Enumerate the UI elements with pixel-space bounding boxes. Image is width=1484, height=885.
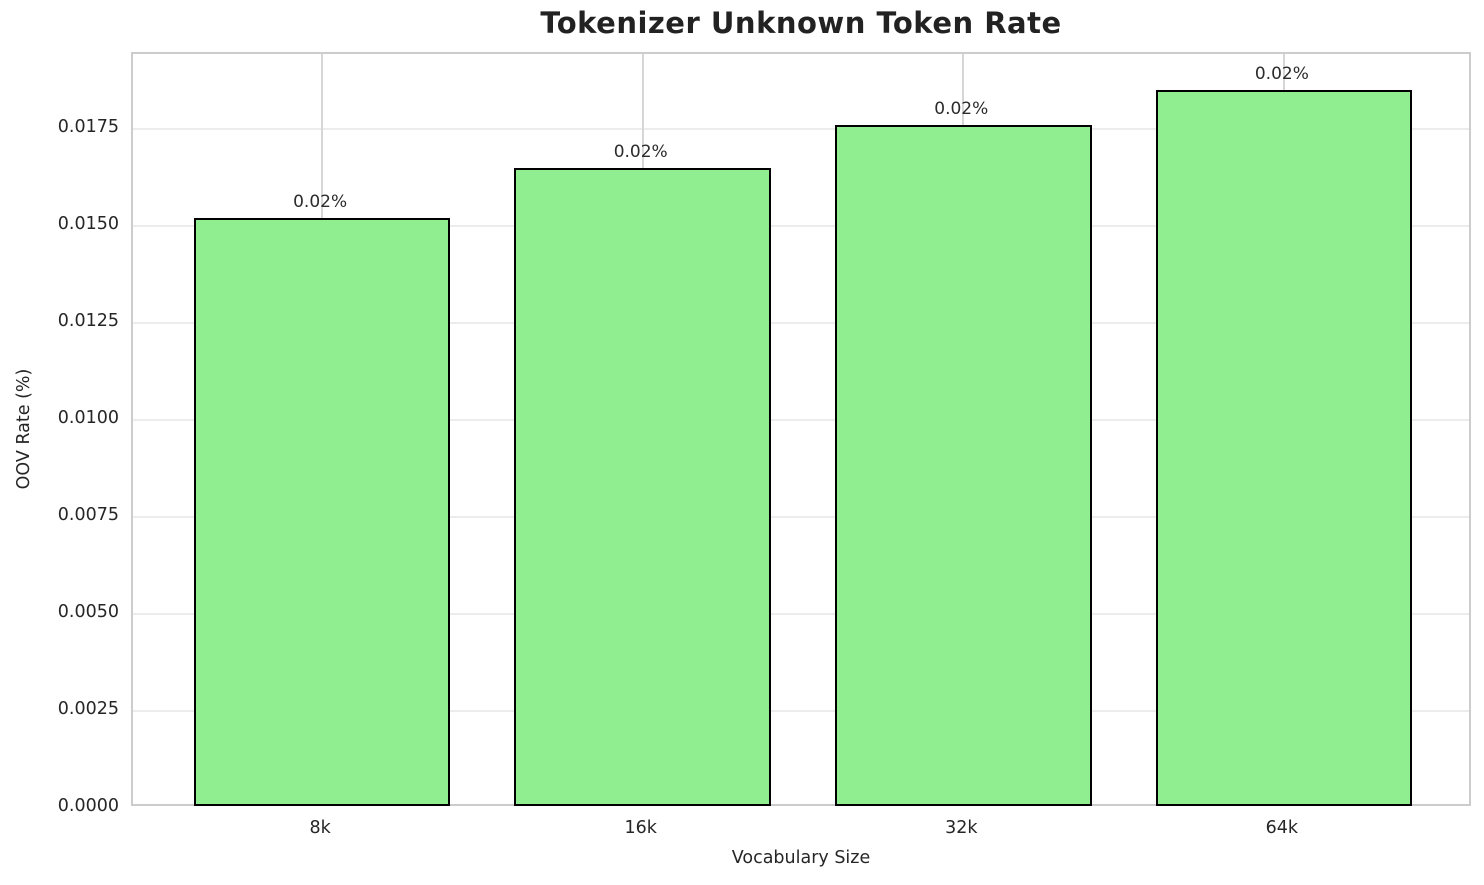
bar-value-label: 0.02% xyxy=(293,191,348,212)
bar-value-label: 0.02% xyxy=(613,141,668,162)
gridline-horizontal xyxy=(133,515,1469,518)
gridline-horizontal xyxy=(133,612,1469,615)
x-axis-label: Vocabulary Size xyxy=(731,848,871,868)
gridline-horizontal xyxy=(133,709,1469,712)
y-axis-label: OOV Rate (%) xyxy=(14,368,34,490)
gridline-horizontal xyxy=(133,418,1469,421)
x-tick-label: 16k xyxy=(624,818,657,838)
x-tick-label: 64k xyxy=(1265,818,1299,838)
y-tick-label: 0.0100 xyxy=(57,407,119,428)
y-tick-label: 0.0050 xyxy=(57,601,119,622)
plot-area xyxy=(131,52,1471,806)
gridline-horizontal xyxy=(133,321,1469,324)
gridline-horizontal xyxy=(133,127,1469,130)
bar xyxy=(1155,89,1413,806)
x-tick-label: 8k xyxy=(309,818,331,838)
y-tick-label: 0.0150 xyxy=(57,213,119,234)
y-tick-label: 0.0025 xyxy=(57,698,119,719)
bar xyxy=(193,217,451,806)
y-tick-label: 0.0000 xyxy=(57,796,119,816)
y-tick-label: 0.0075 xyxy=(57,504,119,525)
bar xyxy=(514,167,771,806)
bar-value-label: 0.02% xyxy=(934,98,989,119)
bar-value-label: 0.02% xyxy=(1254,63,1309,84)
y-tick-label: 0.0175 xyxy=(57,116,119,137)
y-tick-label: 0.0125 xyxy=(57,310,119,331)
gridline-horizontal xyxy=(133,224,1469,227)
bar xyxy=(835,124,1092,806)
chart-title: Tokenizer Unknown Token Rate xyxy=(540,6,1062,40)
x-tick-label: 32k xyxy=(945,818,978,838)
